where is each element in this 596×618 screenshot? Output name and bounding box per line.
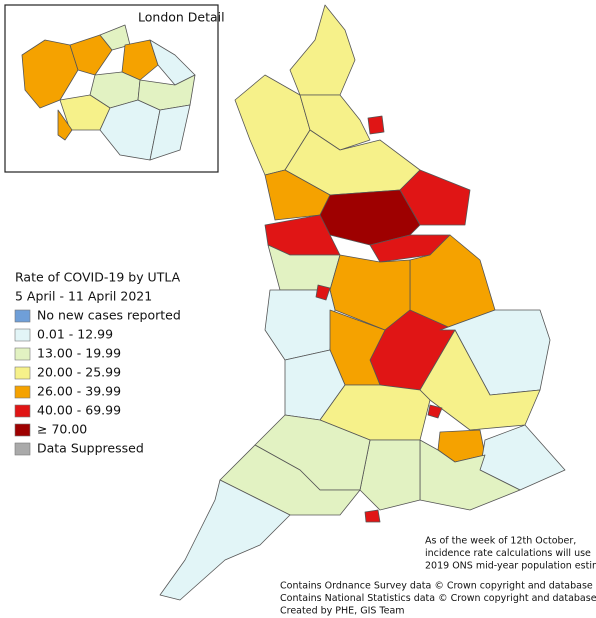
legend-swatch	[14, 442, 31, 456]
region	[159, 479, 291, 601]
credit-line: Contains Ordnance Survey data © Crown co…	[280, 581, 596, 592]
legend-swatch	[14, 328, 31, 342]
legend-label: 0.01 - 12.99	[37, 327, 113, 342]
england-map	[159, 4, 566, 601]
note-line: As of the week of 12th October,	[425, 536, 576, 547]
credit-line: Contains National Statistics data © Crow…	[280, 593, 596, 604]
region	[69, 34, 113, 76]
legend-label: ≥ 70.00	[37, 422, 87, 437]
region	[359, 439, 421, 511]
inset-title: London Detail	[138, 10, 225, 25]
legend-label: 13.00 - 19.99	[37, 346, 121, 361]
legend-swatch	[14, 404, 31, 418]
region	[315, 284, 331, 301]
region	[419, 439, 521, 511]
credits: Contains Ordnance Survey data © Crown co…	[280, 581, 596, 617]
legend-label: Data Suppressed	[37, 441, 144, 456]
legend-label: 26.00 - 39.99	[37, 384, 121, 399]
legend-swatch	[14, 347, 31, 361]
region	[427, 404, 443, 419]
legend-subtitle: 5 April - 11 April 2021	[15, 289, 152, 304]
region	[21, 39, 79, 109]
region	[57, 109, 73, 141]
region	[149, 104, 191, 161]
region	[121, 39, 159, 81]
legend-label: 20.00 - 25.99	[37, 365, 121, 380]
legend-title: Rate of COVID-19 by UTLA	[15, 270, 181, 285]
note-line: 2019 ONS mid-year population estimates.	[425, 561, 596, 572]
region	[364, 509, 381, 523]
legend-label: No new cases reported	[37, 308, 181, 323]
note-line: incidence rate calculations will use	[425, 548, 591, 559]
region	[264, 289, 336, 361]
legend: No new cases reported 0.01 - 12.99 13.00 -…	[14, 308, 181, 456]
legend-swatch	[14, 423, 31, 437]
london-inset	[21, 24, 196, 161]
credit-line: Created by PHE, GIS Team	[280, 606, 405, 617]
region	[289, 4, 356, 96]
legend-swatch	[14, 385, 31, 399]
legend-swatch	[14, 309, 31, 323]
region	[367, 115, 385, 135]
notes: As of the week of 12th October,incidence…	[425, 536, 596, 572]
legend-label: 40.00 - 69.99	[37, 403, 121, 418]
legend-swatch	[14, 366, 31, 380]
